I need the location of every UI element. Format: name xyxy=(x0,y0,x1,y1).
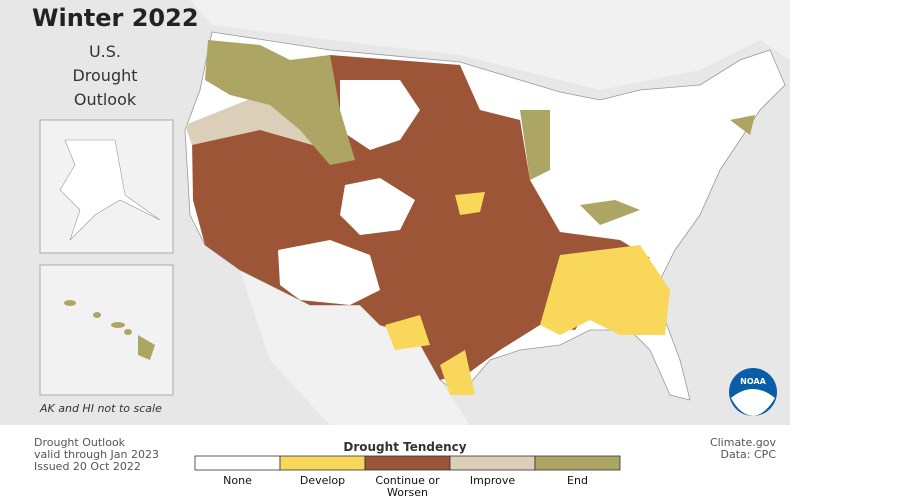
develop-region xyxy=(385,315,430,350)
noaa-logo: NOAA xyxy=(729,368,777,416)
develop-region xyxy=(440,350,475,395)
legend-swatch xyxy=(449,455,536,471)
logo-text: NOAA xyxy=(740,377,766,386)
hawaii xyxy=(64,300,155,360)
none-region xyxy=(340,80,420,150)
subtitle-line: Drought xyxy=(72,66,138,85)
end-region xyxy=(205,40,355,165)
alaska xyxy=(59,139,161,241)
legend-label: Improve xyxy=(469,474,516,487)
subtitle-line: U.S. xyxy=(88,42,122,61)
legend-title: Drought Tendency xyxy=(343,440,467,454)
credit-line: Climate.gov xyxy=(709,436,776,449)
legend-bar xyxy=(194,455,621,471)
inset-note: AK and HI not to scale xyxy=(40,402,162,415)
develop-region xyxy=(540,245,670,335)
legend-swatch xyxy=(364,455,451,471)
footer-left: Drought Outlook valid through Jan 2023 I… xyxy=(34,437,159,473)
end-region xyxy=(730,115,755,135)
canada xyxy=(190,0,790,90)
mexico xyxy=(240,270,470,425)
develop-region xyxy=(455,192,485,215)
footer-line: valid through Jan 2023 xyxy=(34,448,160,461)
legend-swatch xyxy=(194,455,281,471)
hawaii-inset xyxy=(39,264,174,396)
none-region xyxy=(340,178,415,235)
title: Winter 2022 xyxy=(32,4,199,32)
credit-line: Data: CPC xyxy=(720,448,776,461)
end-region xyxy=(580,200,640,225)
subtitle-line: Outlook xyxy=(73,90,137,109)
none-region xyxy=(278,240,380,305)
legend-label: End xyxy=(567,474,588,487)
legend-swatch xyxy=(279,455,366,471)
end-region xyxy=(520,110,550,180)
footer-line: Issued 20 Oct 2022 xyxy=(34,460,141,473)
subtitle: U.S. Drought Outlook xyxy=(60,40,150,112)
footer-line: Drought Outlook xyxy=(34,436,126,449)
legend-swatch xyxy=(534,455,621,471)
legend-label: None xyxy=(223,474,252,487)
legend-label: Continue or Worsen xyxy=(375,474,440,499)
credits: Climate.gov Data: CPC xyxy=(690,437,776,461)
legend-label: Develop xyxy=(299,474,346,487)
